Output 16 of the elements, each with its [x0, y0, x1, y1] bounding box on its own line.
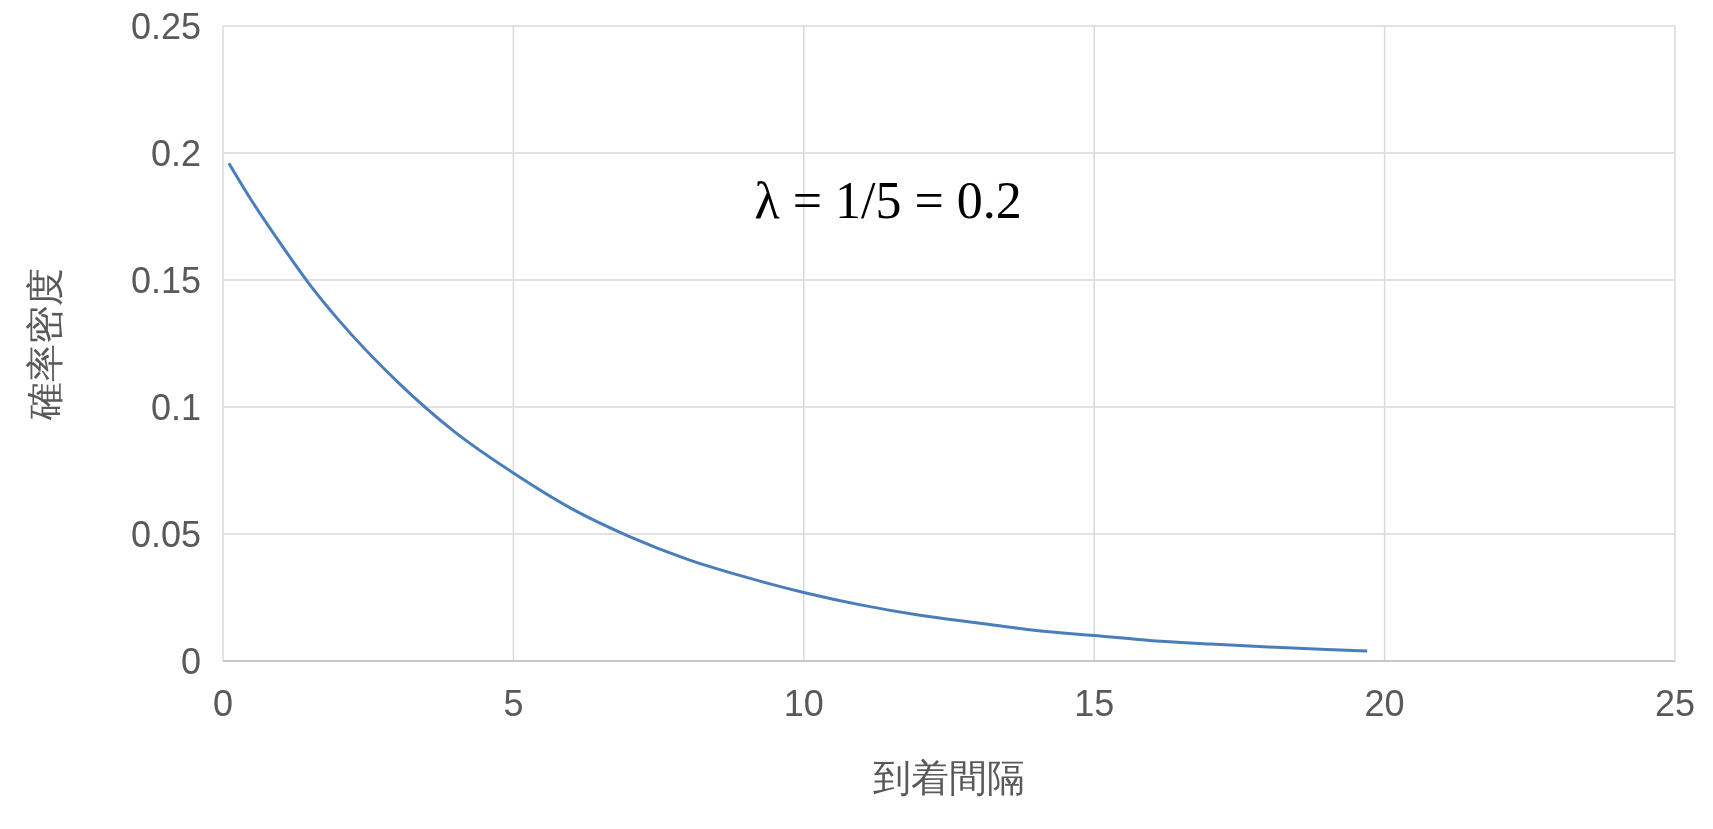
annotation: λ = 1/5 = 0.2 [754, 172, 1022, 229]
x-tick-label: 25 [1654, 683, 1696, 724]
y-tick-label: 0.1 [150, 386, 201, 428]
x-tick-label: 5 [503, 683, 524, 724]
y-tick-label: 0.25 [130, 5, 201, 47]
line-series [227, 161, 1369, 653]
y-tick-label: 0.05 [130, 513, 201, 555]
y-tick-label: 0.2 [150, 132, 201, 174]
x-tick-label: 0 [212, 683, 234, 724]
y-tick-label: 0 [180, 640, 201, 682]
x-tick-label: 15 [1074, 683, 1115, 724]
x-tick-label: 20 [1364, 683, 1405, 724]
x-axis-title: 到着間隔 [873, 757, 1025, 799]
y-axis-title: 確率密度 [24, 267, 66, 421]
y-tick-label: 0.15 [130, 259, 201, 301]
x-tick-label: 10 [783, 683, 824, 724]
